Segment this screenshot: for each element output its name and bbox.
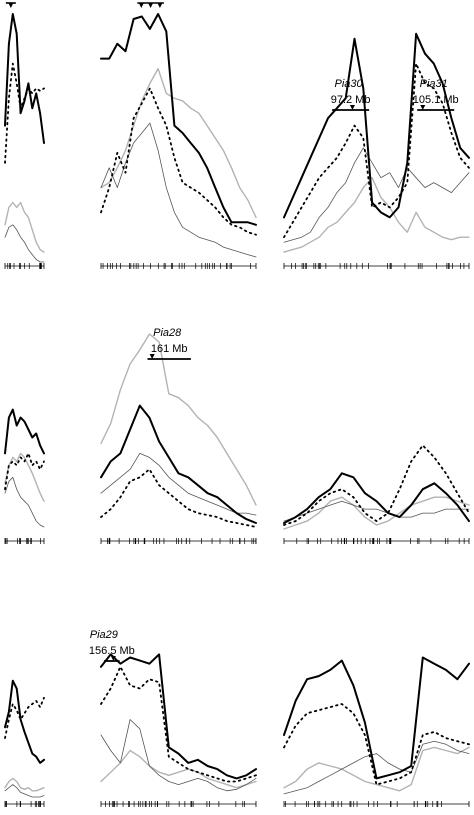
- panel-row2-left: [4, 408, 45, 544]
- series-line-dotted: [283, 444, 470, 526]
- series-line-grey: [283, 496, 470, 530]
- series-line-grey: [100, 333, 257, 506]
- series-line-thin: [4, 224, 45, 263]
- series-line-thick: [283, 472, 470, 524]
- panel-row1-right: 97.2 Mb Pia30 105.1 Mb Pia31: [283, 32, 470, 269]
- series-line-thin: [100, 719, 257, 792]
- series-line-thick: [4, 679, 45, 764]
- series-line-grey: [4, 201, 45, 253]
- qtl-peak-arrow: [110, 656, 116, 661]
- series-line-thick: [100, 404, 257, 524]
- marker-arrow: [138, 3, 144, 8]
- series-line-thick: [283, 32, 470, 219]
- panel-row2-right: [283, 444, 470, 544]
- panel-row2-middle: 161 Mb Pia28: [100, 327, 257, 544]
- qtl-name-label: Pia29: [90, 629, 118, 641]
- qtl-peak-arrow: [149, 354, 155, 359]
- marker-arrow: [157, 3, 163, 8]
- qtl-name-label: Pia31: [420, 78, 448, 90]
- series-line-dotted: [100, 87, 257, 236]
- qtl-name-label: Pia28: [153, 327, 182, 339]
- qtl-peak-arrow: [420, 105, 426, 110]
- qtl-position-label: 105.1 Mb: [413, 94, 459, 106]
- series-line-dotted: [100, 468, 257, 528]
- series-line-thick: [283, 656, 470, 780]
- series-line-thin: [283, 500, 470, 522]
- qtl-position-label: 161 Mb: [151, 343, 188, 355]
- qtl-position-label: 156.5 Mb: [89, 645, 135, 657]
- series-line-grey: [4, 452, 45, 502]
- series-line-dotted: [4, 696, 45, 739]
- series-line-grey: [100, 749, 257, 789]
- qtl-peak-arrow: [349, 105, 355, 110]
- series-line-grey: [100, 67, 257, 219]
- panel-row3-right: [283, 656, 470, 807]
- series-line-thick: [100, 13, 257, 226]
- marker-arrow: [148, 3, 154, 8]
- series-line-dotted: [4, 62, 45, 164]
- series-line-grey: [283, 746, 470, 792]
- series-line-dotted: [283, 62, 470, 239]
- series-line-thin: [4, 784, 45, 798]
- marker-arrow: [8, 3, 14, 8]
- panel-row1-left: [4, 2, 45, 269]
- series-line-thin: [100, 122, 257, 258]
- series-line-thin: [283, 740, 470, 795]
- series-line-dotted: [4, 452, 45, 491]
- series-line-thick: [4, 408, 45, 455]
- panel-row3-left: [4, 679, 45, 807]
- series-line-dotted: [283, 703, 470, 786]
- series-line-grey: [4, 777, 45, 792]
- series-line-thick: [4, 13, 45, 144]
- panel-row3-middle: 156.5 Mb Pia29: [89, 629, 257, 807]
- panel-row1-middle: [100, 2, 257, 269]
- series-line-grey: [283, 176, 470, 253]
- qtl-name-label: Pia30: [335, 78, 364, 90]
- qtl-position-label: 97.2 Mb: [331, 94, 371, 106]
- series-line-thin: [100, 452, 257, 516]
- series-line-thick: [100, 653, 257, 780]
- series-line-thin: [4, 476, 45, 528]
- series-line-thin: [283, 147, 470, 243]
- series-line-dotted: [100, 665, 257, 783]
